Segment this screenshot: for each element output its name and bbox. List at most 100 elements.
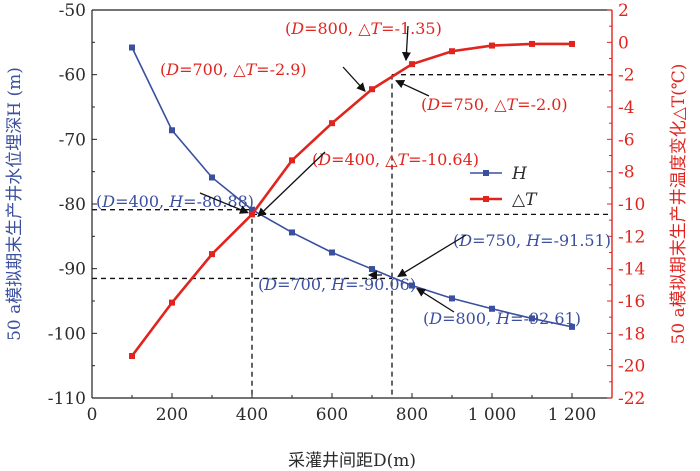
x-tick-label: 1 000: [468, 405, 517, 425]
annotation-text-part: D: [317, 150, 331, 169]
annotation-text-part: D: [428, 309, 442, 328]
reference-lines: [92, 74, 612, 398]
y-right-tick-label: -12: [618, 227, 645, 247]
y-right-tick-label: -10: [618, 195, 645, 215]
data-point-h: [329, 249, 335, 256]
annotation-text-part: H: [525, 231, 541, 250]
annotation-text-part: D: [426, 95, 440, 114]
annotation-text-part: T: [371, 19, 383, 38]
annotation-text-part: =-80.88): [183, 192, 254, 211]
annotation-text-part: (: [160, 60, 166, 79]
annotation-text-part: (: [312, 150, 318, 169]
legend-label-h: H: [511, 164, 528, 184]
data-point-h: [409, 282, 415, 289]
x-tick-label: 800: [396, 405, 428, 425]
annotation-text-part: =400, △: [331, 150, 398, 169]
annotation-text-part: D: [165, 60, 179, 79]
legend-marker-h: [483, 170, 489, 176]
annotation-text-part: T: [507, 95, 519, 114]
annotation-arrow: [199, 192, 249, 214]
x-tick-label: 0: [87, 405, 98, 425]
data-point-h: [209, 174, 215, 181]
y-right-tick-label: -8: [618, 163, 635, 183]
data-point-dt: [289, 157, 295, 164]
annotation-text-part: (: [285, 19, 291, 38]
data-point-h: [529, 315, 535, 322]
annotation-text-part: H: [168, 192, 184, 211]
annotation-text-part: =-92.61): [510, 309, 581, 328]
data-point-h: [569, 323, 575, 330]
data-point-dt: [329, 120, 335, 127]
annotation-text-part: H: [330, 275, 346, 294]
y-right-tick-label: -18: [618, 324, 645, 344]
annotation-text-part: =400,: [115, 192, 169, 211]
annotation-text-part: =800,: [442, 309, 496, 328]
annotation-text-part: (: [423, 309, 429, 328]
y-right-tick-label: -2: [618, 66, 635, 86]
annotation-text-part: H: [495, 309, 511, 328]
annotation-text-part: D: [458, 231, 472, 250]
y-right-tick-label: -4: [618, 98, 635, 118]
series-group: [129, 40, 575, 359]
data-point-dt: [129, 352, 135, 359]
annotation-text-part: D: [101, 192, 115, 211]
y-left-tick-label: -60: [59, 66, 86, 86]
annotation-text-part: D: [290, 19, 304, 38]
data-point-h: [449, 295, 455, 302]
y-left-axis-title: 50 a模拟期末生产井水位埋深H (m): [5, 67, 25, 341]
annotation-label: (D=800, H=-92.61): [423, 309, 581, 328]
legend-marker-dt: [483, 196, 489, 202]
x-tick-label: 400: [236, 405, 268, 425]
data-point-h: [129, 44, 135, 51]
annotation-text-part: =-2.0): [517, 95, 568, 114]
annotation-text-part: =-2.9): [256, 60, 307, 79]
y-left-tick-label: -100: [48, 324, 86, 344]
annotation-label: (D=700, △T=-2.9): [160, 60, 307, 79]
y-right-tick-label: 2: [618, 1, 629, 21]
series-line-dt: [130, 42, 572, 357]
annotation-label: (D=400, H=-80.88): [96, 192, 254, 211]
annotation-arrow: [416, 287, 455, 313]
annotation-text-part: D: [263, 275, 277, 294]
annotation-text-part: =750,: [472, 231, 526, 250]
legend-label-dt: △T: [512, 190, 538, 210]
annotation-arrow: [395, 79, 430, 97]
y-right-axis-title: 50 a模拟期末生产井温度变化△T(℃): [669, 64, 689, 345]
annotation-text-part: =800, △: [304, 19, 371, 38]
y-right-tick-label: -22: [618, 389, 645, 409]
legend: H △T: [470, 164, 538, 210]
annotation-text-part: =-91.51): [540, 231, 611, 250]
data-point-dt: [409, 61, 415, 68]
x-axis-title: 采灌井间距D(m): [288, 451, 416, 471]
y-right-tick-label: 0: [618, 33, 629, 53]
y-left-tick-label: -110: [48, 389, 86, 409]
y-left-tick-label: -90: [59, 260, 86, 280]
data-point-dt: [169, 299, 175, 306]
annotation-text-part: (: [421, 95, 427, 114]
y-right-tick-label: -20: [618, 357, 645, 377]
annotation-text-part: =-90.06): [345, 275, 416, 294]
annotation-label: (D=750, △T=-2.0): [421, 95, 568, 114]
data-point-h: [289, 229, 295, 236]
x-tick-label: 600: [316, 405, 348, 425]
y-left-tick-label: -80: [59, 195, 86, 215]
annotation-label: (D=400, △T=-10.64): [312, 150, 479, 169]
axes: 0 200 400 600 800 1 000 1 200-50-60-70-80-90-1…: [5, 1, 689, 471]
annotation-text-part: =750, △: [440, 95, 507, 114]
data-point-h: [169, 127, 175, 134]
annotation-text-part: (: [258, 275, 264, 294]
annotation-arrow: [257, 151, 326, 218]
annotation-text-part: T: [246, 60, 258, 79]
annotation-text-part: T: [398, 150, 410, 169]
series-line-h: [131, 47, 573, 328]
y-right-tick-label: -16: [618, 292, 645, 312]
y-left-tick-label: -50: [59, 1, 86, 21]
annotation-label: (D=800, △T=-1.35): [285, 19, 442, 38]
annotations: (D=800, △T=-1.35)(D=700, △T=-2.9)(D=750,…: [96, 19, 611, 328]
data-point-dt: [489, 42, 495, 49]
annotation-text-part: (: [96, 192, 102, 211]
data-point-h: [489, 305, 495, 312]
annotation-arrow: [342, 66, 366, 92]
annotation-text-part: =-10.64): [408, 150, 479, 169]
data-point-dt: [249, 211, 255, 218]
